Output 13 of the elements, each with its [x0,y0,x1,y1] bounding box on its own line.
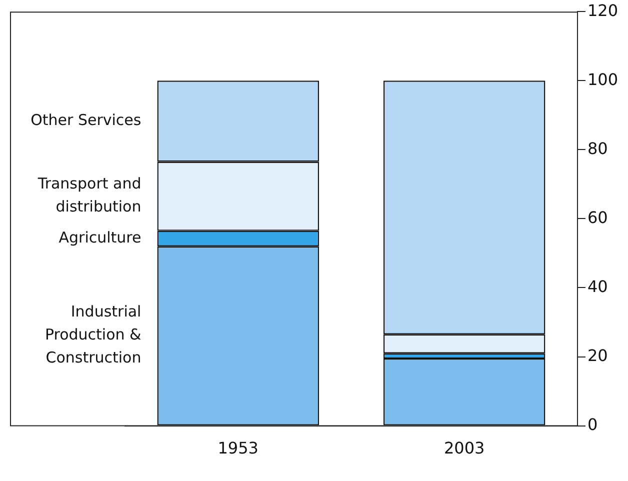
x-tick-label: 1953 [218,438,258,458]
series-label: Transport and distribution [36,174,142,216]
y-tick-label: 60 [587,208,608,227]
y-tick-label: 20 [587,346,608,365]
series-label: Agriculture [58,228,142,246]
y-tick-label: 120 [587,0,618,20]
series-label: Industrial Production & Construction [44,302,142,367]
y-tick-label: 80 [587,138,608,158]
y-tick-label: 0 [587,414,598,434]
x-tick-label: 2003 [444,438,485,458]
series-label: Other Services [30,111,142,130]
y-tick-label: 40 [587,276,608,296]
y-tick-label: 100 [587,70,618,89]
